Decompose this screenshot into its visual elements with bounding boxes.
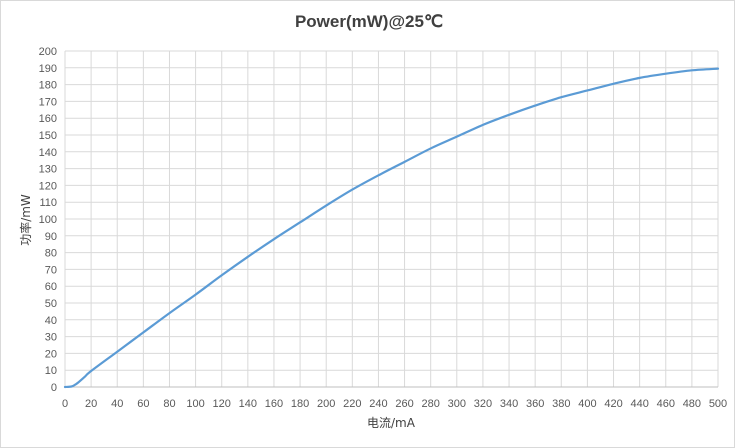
y-tick-label: 0 [51, 382, 57, 394]
y-tick-label: 50 [45, 298, 57, 310]
y-tick-label: 60 [45, 281, 57, 293]
x-tick-label: 480 [683, 398, 701, 410]
y-tick-label: 140 [39, 147, 57, 159]
x-tick-label: 0 [62, 398, 68, 410]
x-tick-label: 440 [630, 398, 648, 410]
x-tick-label: 460 [657, 398, 675, 410]
x-tick-labels: 0 20 40 60 80 100 120 140 160 180 200 220 240 260 280 3… [62, 398, 727, 410]
y-tick-label: 160 [39, 113, 57, 125]
y-tick-labels: 0 10 20 30 40 50 60 70 80 90 100 110 120 130 140 150 160… [39, 46, 57, 394]
y-tick-label: 10 [45, 365, 57, 377]
y-tick-label: 150 [39, 130, 57, 142]
y-tick-label: 20 [45, 348, 57, 360]
gridlines [64, 50, 719, 388]
x-axis-label: 电流/mA [367, 416, 416, 430]
y-tick-label: 200 [39, 46, 57, 58]
x-tick-label: 340 [500, 398, 518, 410]
y-tick-label: 40 [45, 315, 57, 327]
y-axis-label: 功率/mW [18, 194, 33, 246]
x-tick-label: 400 [578, 398, 596, 410]
x-tick-label: 380 [552, 398, 570, 410]
x-tick-label: 60 [137, 398, 149, 410]
x-tick-label: 280 [422, 398, 440, 410]
x-tick-label: 120 [213, 398, 231, 410]
x-tick-label: 260 [395, 398, 413, 410]
y-tick-label: 80 [45, 248, 57, 260]
x-tick-label: 200 [317, 398, 335, 410]
y-tick-label: 110 [39, 197, 57, 209]
x-tick-label: 320 [474, 398, 492, 410]
x-tick-label: 180 [291, 398, 309, 410]
x-tick-label: 100 [186, 398, 204, 410]
y-tick-label: 130 [39, 164, 57, 176]
x-tick-label: 160 [265, 398, 283, 410]
y-tick-label: 90 [45, 231, 57, 243]
series-lines [63, 67, 720, 389]
x-tick-label: 20 [85, 398, 97, 410]
chart-title: Power(mW)@25℃ [295, 12, 443, 31]
y-tick-label: 180 [39, 80, 57, 92]
x-tick-label: 360 [526, 398, 544, 410]
y-tick-label: 190 [39, 63, 57, 75]
x-tick-label: 500 [709, 398, 727, 410]
x-tick-label: 40 [111, 398, 123, 410]
x-tick-label: 220 [343, 398, 361, 410]
x-tick-label: 80 [163, 398, 175, 410]
x-tick-label: 140 [239, 398, 257, 410]
x-tick-label: 420 [604, 398, 622, 410]
y-tick-label: 30 [45, 332, 57, 344]
y-tick-label: 120 [39, 180, 57, 192]
y-tick-label: 170 [39, 96, 57, 108]
y-tick-label: 100 [39, 214, 57, 226]
series-line [63, 67, 720, 389]
x-tick-label: 240 [369, 398, 387, 410]
y-tick-label: 70 [45, 264, 57, 276]
x-tick-label: 300 [448, 398, 466, 410]
